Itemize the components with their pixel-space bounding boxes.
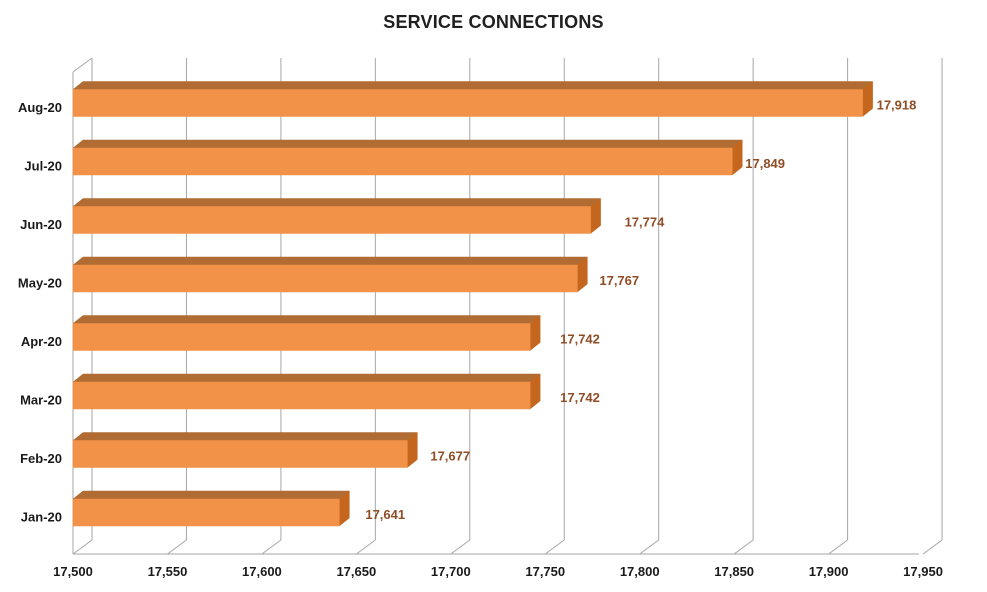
bar-data-label: 17,767 [599,273,639,288]
bar [72,147,733,176]
bar-data-label: 17,918 [877,98,917,113]
category-label: Mar-20 [20,393,62,408]
gridline-floor-foot [450,539,471,555]
gridline-floor-foot [828,539,848,555]
bar [72,206,591,234]
x-tick-label: 17,750 [525,564,565,579]
gridline-floor-foot [72,539,93,555]
chart-title: SERVICE CONNECTIONS [383,12,604,32]
gridline-floor-foot [922,539,943,555]
wall-top-edge [72,57,93,73]
bar [72,381,531,410]
category-label: Jan-20 [21,510,62,525]
category-label: Jun-20 [20,217,62,232]
gridline-floor-foot [733,539,754,555]
bar-data-label: 17,677 [430,449,470,464]
x-tick-label: 17,600 [242,564,282,579]
bar [72,264,578,293]
bar-data-label: 17,774 [625,215,666,230]
bar-top-face [72,139,743,149]
category-label: May-20 [18,276,62,291]
bar-top-face [72,432,419,441]
bar [72,440,408,468]
bar-top-face [72,81,874,90]
bar [72,323,531,351]
x-tick-label: 17,550 [148,564,188,579]
gridline-floor-foot [167,539,187,555]
gridline-floor-foot [356,539,376,555]
x-tick-label: 17,700 [431,564,471,579]
gridline-floor-foot [261,539,282,555]
x-tick-label: 17,900 [809,564,849,579]
bar-data-label: 17,742 [560,390,600,405]
bar [72,498,340,527]
category-label: Apr-20 [21,334,62,349]
bar-data-label: 17,641 [365,507,405,522]
category-label: Feb-20 [20,451,62,466]
x-tick-label: 17,800 [620,564,660,579]
bar-top-face [72,490,351,500]
gridline-floor-foot [544,539,565,555]
x-tick-label: 17,650 [336,564,376,579]
x-tick-label: 17,500 [53,564,93,579]
bar-top-face [72,315,541,324]
x-tick-label: 17,950 [903,564,943,579]
bar-top-face [72,198,602,207]
bar [72,89,863,117]
category-label: Jul-20 [24,159,62,174]
bar-top-face [72,256,589,266]
bar-data-label: 17,849 [745,156,785,171]
category-label: Aug-20 [18,100,62,115]
bar-data-label: 17,742 [560,332,600,347]
gridline-floor-foot [639,539,659,555]
bar-top-face [72,373,541,383]
x-tick-label: 17,850 [714,564,754,579]
